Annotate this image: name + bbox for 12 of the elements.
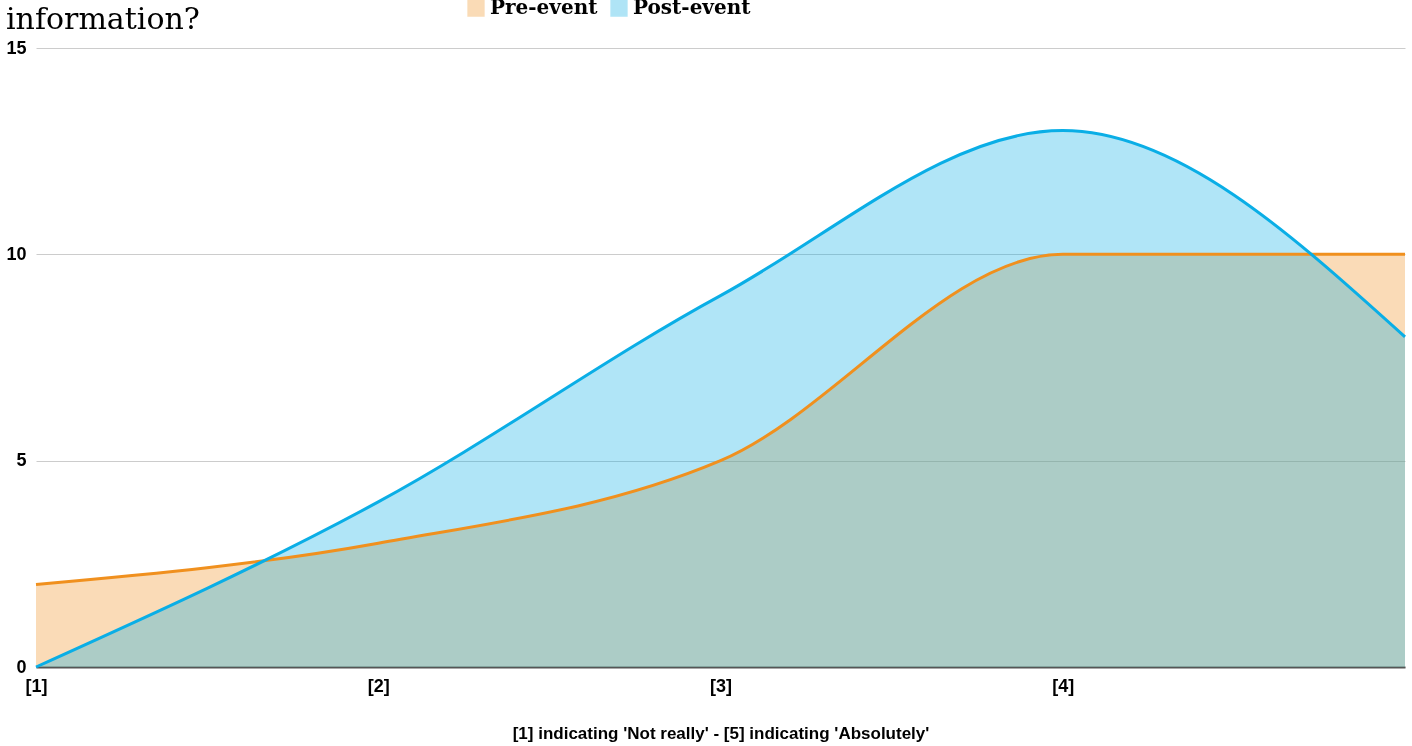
x-tick-label: [4]: [1052, 675, 1075, 696]
legend-label: Post-event: [633, 0, 752, 20]
y-tick-label: 10: [6, 243, 27, 264]
y-tick-label: 5: [16, 450, 27, 471]
x-axis-title: [1] indicating 'Not really' - [5] indicating 'Absolutely': [512, 723, 930, 743]
legend-label: Pre-event: [490, 0, 599, 20]
x-tick-label: [1]: [25, 675, 48, 696]
y-tick-label: 15: [6, 37, 27, 58]
chart-title: information?: [5, 1, 200, 36]
y-tick-label: 0: [16, 656, 27, 677]
x-tick-label: [2]: [367, 675, 390, 696]
x-tick-label: [3]: [710, 675, 732, 696]
